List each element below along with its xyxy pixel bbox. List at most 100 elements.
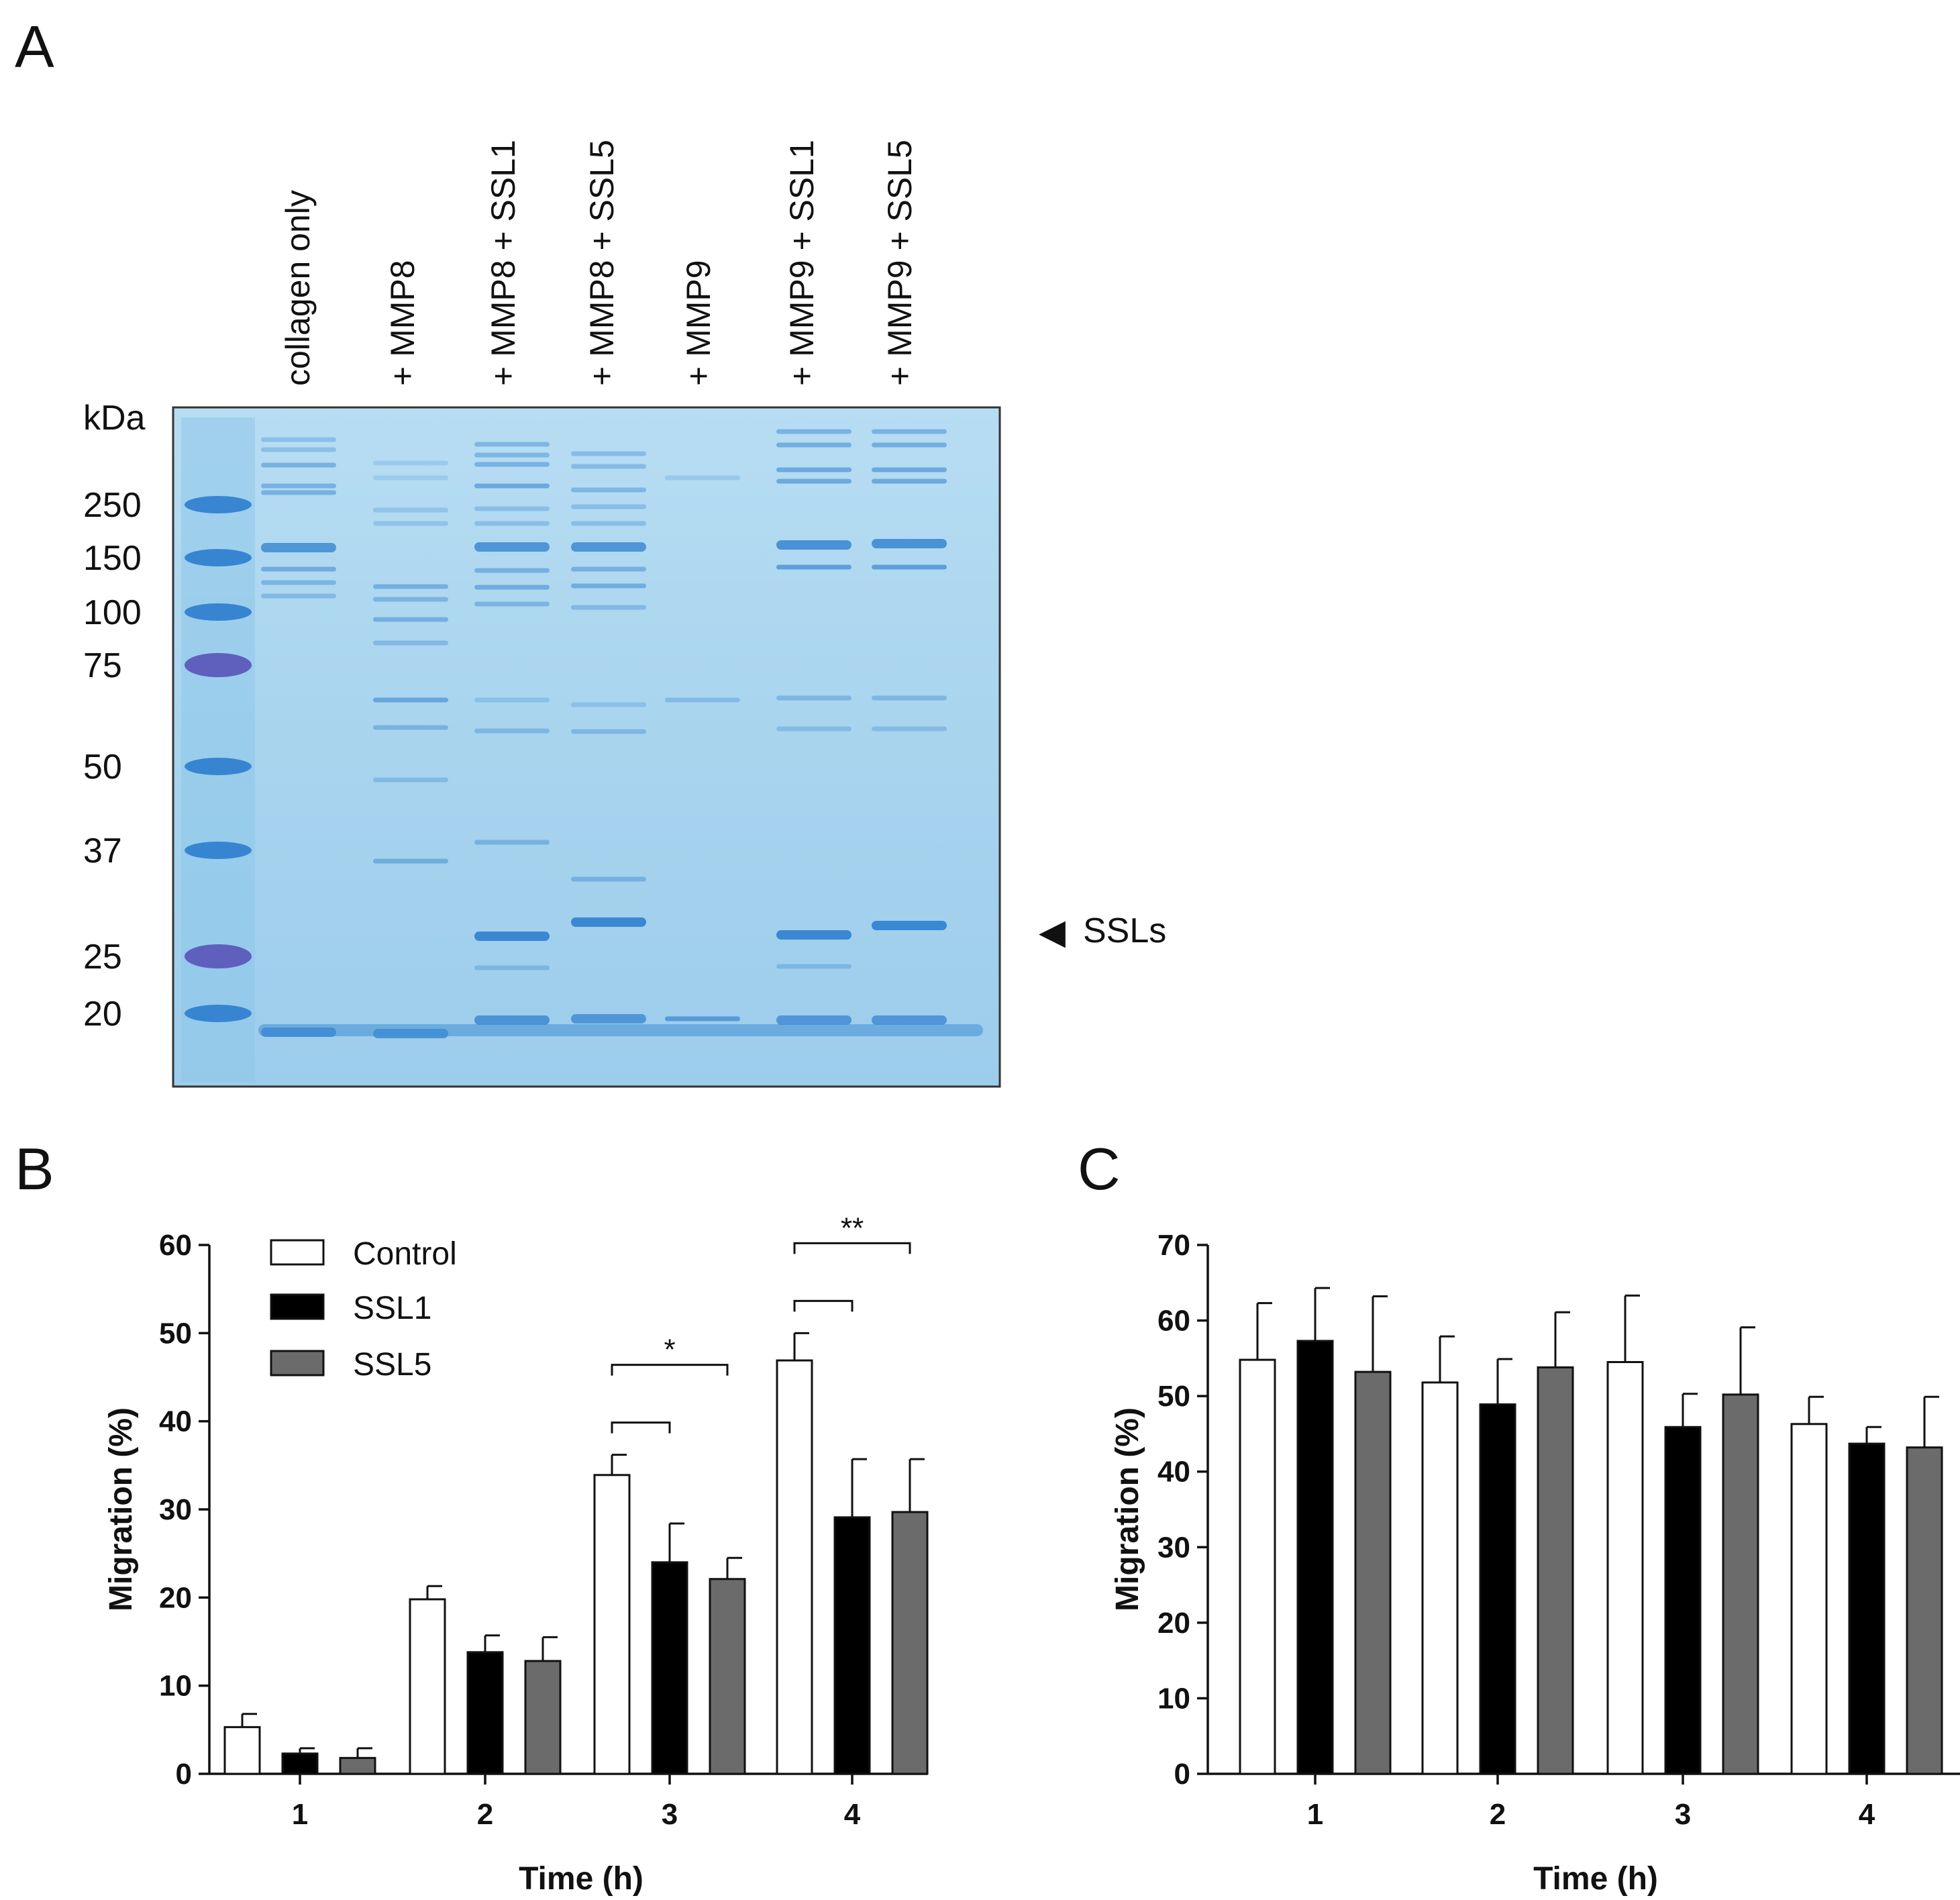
gel-band: [474, 932, 550, 941]
panel-c: C 0 10 20 30 40 50 60 70 1 2 3 4 Time (h) Migration (…: [1078, 1136, 1960, 1897]
gel-band: [373, 460, 448, 466]
bar-ssl1-2: [466, 1651, 504, 1775]
y-tick-label: 10: [1157, 1682, 1190, 1715]
bar-control-1: [1239, 1358, 1276, 1775]
marker-label: 250: [83, 486, 142, 525]
lane-labels: collagen only + MMP8 + MMP8 + SSL1 + MMP8 +…: [279, 140, 919, 386]
bar-ssl5-2: [524, 1660, 562, 1775]
gel-band: [373, 725, 448, 730]
gel-band: [571, 464, 646, 469]
marker-label: 150: [83, 539, 142, 578]
significance-bracket: [611, 1421, 671, 1434]
bar-ssl1-4: [833, 1516, 871, 1775]
legend-swatch-ssl5: [270, 1350, 325, 1377]
ladder-band: [185, 603, 252, 621]
x-axis-title: Time (h): [1533, 1861, 1658, 1897]
gel-band: [474, 728, 550, 734]
y-tick-label: 40: [159, 1405, 192, 1438]
gel-band: [872, 564, 947, 570]
ssl-arrow-label: SSLs: [1083, 911, 1166, 950]
gel-band: [571, 451, 646, 456]
bar-control-2: [409, 1598, 446, 1775]
marker-label: 37: [83, 832, 122, 870]
gel-band: [373, 475, 448, 481]
gel-dye-front: [258, 1024, 983, 1036]
gel-band: [872, 726, 947, 732]
gel-band: [474, 1015, 550, 1025]
bar-control-3: [1606, 1360, 1644, 1775]
lane-label: collagen only: [279, 190, 317, 386]
gel-band: [474, 542, 550, 552]
gel-band: [571, 487, 646, 493]
gel-band: [571, 877, 646, 882]
panel-a: A collagen only + MMP8 + MMP8 + SSL1 + MMP8…: [15, 13, 1166, 1088]
gel-band: [373, 640, 448, 646]
x-tick-label: 1: [1307, 1798, 1323, 1831]
gel-band: [373, 584, 448, 589]
gel-band: [776, 695, 852, 701]
bar-ssl5-3: [709, 1578, 746, 1775]
ladder-band: [185, 944, 252, 968]
lane-label: + MMP8 + SSL1: [484, 140, 522, 386]
bar-ssl1-2: [1479, 1403, 1516, 1775]
gel-band: [665, 697, 740, 703]
gel-band: [571, 566, 646, 572]
gel-band: [776, 1015, 852, 1025]
gel-band: [776, 467, 852, 472]
panel-c-letter: C: [1078, 1136, 1121, 1202]
gel-band: [373, 858, 448, 864]
bar-ssl5-3: [1722, 1393, 1759, 1775]
gel-band: [474, 483, 550, 489]
y-tick-label: 0: [1174, 1758, 1190, 1791]
significance-bracket: [793, 1299, 854, 1312]
gel-band: [474, 521, 550, 526]
gel-band: [474, 568, 550, 573]
gel-band: [373, 521, 448, 526]
ladder-band: [185, 758, 252, 775]
gel-band: [665, 1016, 740, 1021]
gel-band: [373, 777, 448, 783]
x-tick-label: 4: [844, 1798, 861, 1831]
bar-ssl5-4: [891, 1511, 929, 1775]
gel-band: [571, 583, 646, 589]
y-tick-label: 20: [159, 1581, 192, 1614]
legend-swatch-control: [270, 1239, 325, 1266]
marker-label: 20: [83, 995, 122, 1034]
bar-control-4: [1790, 1423, 1828, 1775]
gel-band: [872, 429, 947, 434]
marker-label: 75: [83, 646, 122, 685]
gel-band: [261, 490, 336, 495]
lane-label: + MMP9 + SSL5: [881, 140, 919, 386]
gel-band: [872, 539, 947, 548]
y-tick-label: 30: [159, 1493, 192, 1526]
ladder-lane: [181, 417, 255, 1082]
gel-band: [474, 442, 550, 447]
legend-label-ssl1: SSL1: [353, 1291, 431, 1326]
legend-label-ssl5: SSL5: [353, 1347, 431, 1383]
marker-label: 25: [83, 938, 122, 977]
y-tick-label: 50: [159, 1317, 192, 1350]
gel-band: [373, 617, 448, 622]
gel-band: [373, 507, 448, 513]
bar-ssl1-3: [651, 1561, 688, 1775]
gel-band: [872, 479, 947, 484]
y-tick-label: 20: [1157, 1607, 1190, 1640]
gel-band: [474, 506, 550, 511]
gel-band: [872, 442, 947, 448]
gel-band: [665, 475, 740, 481]
y-tick-label: 30: [1157, 1531, 1190, 1564]
lane-label: + MMP8 + SSL5: [583, 140, 621, 386]
marker-label: 100: [83, 593, 142, 632]
gel-band: [872, 467, 947, 472]
x-axis-title: Time (h): [519, 1861, 643, 1897]
gel-band: [571, 605, 646, 610]
ladder-band: [185, 842, 252, 859]
gel-band: [571, 542, 646, 552]
ladder-band: [185, 549, 252, 566]
bar-ssl1-4: [1848, 1442, 1886, 1775]
gel-band: [872, 1015, 947, 1025]
gel-band: [571, 1014, 646, 1023]
gel-band: [776, 540, 852, 550]
gel-band: [261, 566, 336, 572]
